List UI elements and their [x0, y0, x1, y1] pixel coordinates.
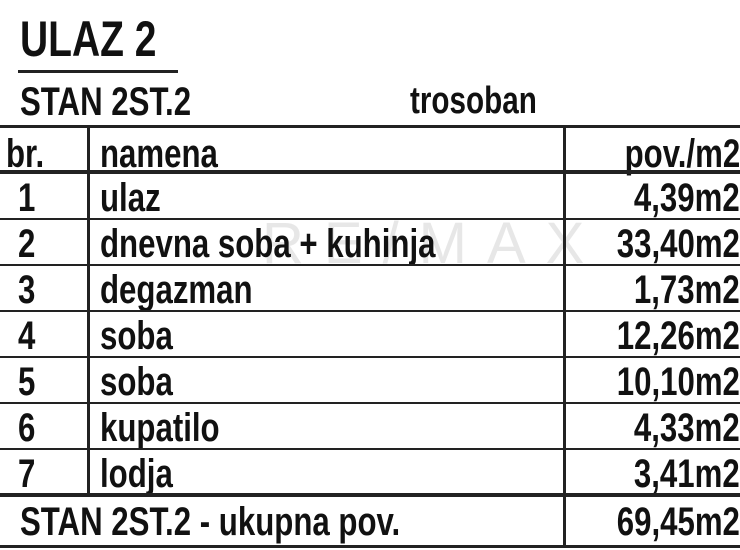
row-purpose: degazman	[100, 268, 253, 312]
row-number: 2	[18, 222, 36, 266]
row-divider	[0, 264, 740, 266]
row-number: 1	[18, 176, 36, 220]
header-area: pov./m2	[624, 132, 740, 176]
row-divider	[0, 218, 740, 220]
table-top-border	[0, 125, 740, 128]
header-divider	[0, 170, 740, 174]
table-bottom-border	[0, 545, 740, 548]
row-number: 6	[18, 406, 36, 450]
unit-label: STAN 2ST.2	[20, 80, 192, 124]
row-purpose: soba	[100, 314, 173, 358]
row-number: 4	[18, 314, 36, 358]
page-title: ULAZ 2	[20, 11, 157, 67]
header-number: br.	[6, 132, 45, 176]
row-area: 33,40m2	[616, 222, 740, 266]
header-purpose: namena	[100, 132, 218, 176]
total-value: 69,45m2	[616, 500, 740, 544]
apartment-type: trosoban	[410, 80, 537, 122]
row-number: 7	[18, 452, 36, 496]
row-area: 10,10m2	[616, 360, 740, 404]
row-purpose: soba	[100, 360, 173, 404]
column-divider-1	[87, 126, 90, 496]
row-number: 5	[18, 360, 36, 404]
column-divider-2	[563, 126, 566, 546]
title-underline	[18, 70, 178, 73]
row-area: 12,26m2	[616, 314, 740, 358]
row-purpose: kupatilo	[100, 406, 220, 450]
row-divider	[0, 448, 740, 450]
row-area: 4,39m2	[634, 176, 740, 220]
row-area: 4,33m2	[634, 406, 740, 450]
total-label: STAN 2ST.2 - ukupna pov.	[20, 500, 401, 544]
total-divider	[0, 493, 740, 497]
row-divider	[0, 310, 740, 312]
row-number: 3	[18, 268, 36, 312]
row-purpose: ulaz	[100, 176, 161, 220]
row-area: 1,73m2	[634, 268, 740, 312]
row-divider	[0, 402, 740, 404]
row-divider	[0, 356, 740, 358]
row-area: 3,41m2	[634, 452, 740, 496]
row-purpose: lodja	[100, 452, 173, 496]
row-purpose: dnevna soba + kuhinja	[100, 222, 436, 266]
